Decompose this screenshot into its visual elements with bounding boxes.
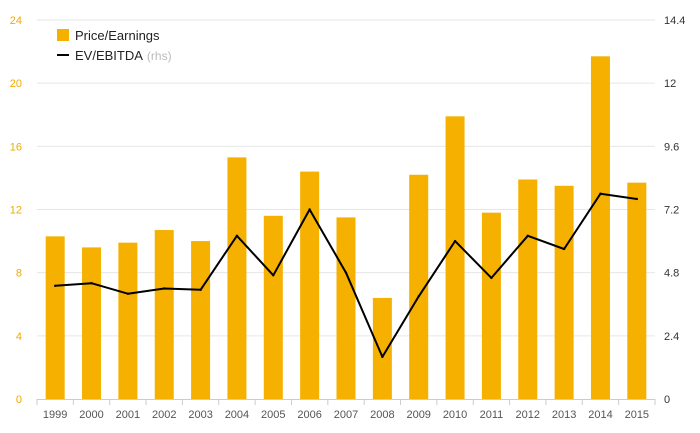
ev-ebitda-point-2001 [126,292,130,295]
ev-ebitda-point-2008 [381,355,384,359]
ev-ebitda-point-2005 [272,274,275,277]
bar-pe-2004 [227,157,247,399]
ev-ebitda-point-2011 [490,276,493,280]
x-tick-label: 2000 [79,409,103,421]
legend-swatch-bar [57,29,69,41]
ev-ebitda-point-2004 [235,234,239,238]
x-tick-label: 2012 [516,409,540,421]
bar-pe-2001 [118,242,138,399]
bar-pe-2003 [191,241,211,399]
bar-pe-2010 [445,116,465,400]
ev-ebitda-point-2012 [526,234,529,238]
ev-ebitda-point-2010 [453,239,457,243]
ev-ebitda-point-2007 [344,271,348,274]
legend-label-line-text: EV/EBITDA [75,48,143,63]
right-y-axis: 0 2.4 4.8 7.2 9.6 12 14.4 [664,15,685,406]
left-tick-label: 12 [10,205,22,217]
right-tick-label: 4.8 [664,268,679,280]
right-tick-label: 0 [664,394,670,406]
right-tick-label: 12 [664,78,676,90]
bar-pe-1999 [45,236,65,399]
right-tick-label: 9.6 [664,141,679,153]
x-tick-label: 2014 [588,409,612,421]
bar-pe-2000 [82,247,102,399]
ev-ebitda-point-2006 [308,208,311,211]
bar-pe-2011 [481,212,501,399]
ev-ebitda-point-2015 [635,197,639,201]
bar-pe-2006 [300,171,320,399]
bar-pe-2009 [409,174,429,399]
x-tick-label: 2015 [625,409,649,421]
ev-ebitda-point-2003 [199,288,202,291]
left-tick-label: 24 [10,15,22,27]
x-tick-label: 2002 [152,409,176,421]
x-axis: 1999 2000 2001 2002 2003 2004 2005 2006 2007 2008… [36,399,656,421]
bar-pe-2015 [627,182,647,399]
ev-ebitda-point-2002 [163,287,166,290]
legend-label-line: EV/EBITDA (rhs) [75,48,172,63]
left-tick-label: 8 [16,268,22,280]
left-tick-label: 20 [10,78,22,90]
x-tick-label: 2005 [261,409,285,421]
pe-bars [45,56,647,400]
x-tick-label: 2004 [225,409,249,421]
bar-pe-2014 [590,56,610,400]
ev-ebitda-point-1999 [53,284,57,288]
bar-pe-2012 [518,179,538,399]
left-tick-label: 4 [16,331,22,343]
left-y-axis: 0 4 8 12 16 20 24 [10,15,22,406]
bar-pe-2013 [554,185,574,399]
bar-pe-2007 [336,217,356,399]
right-tick-label: 2.4 [664,331,679,343]
bar-pe-2002 [154,230,174,399]
x-tick-label: 2008 [370,409,394,421]
ev-ebitda-point-2013 [562,247,566,251]
x-tick-label: 2003 [188,409,212,421]
x-tick-label: 2011 [480,409,504,421]
right-tick-label: 14.4 [664,15,685,27]
legend-label-line-suffix: (rhs) [147,49,172,63]
gridlines [37,19,655,337]
ev-ebitda-line-series [53,192,639,359]
legend-label-bar: Price/Earnings [75,28,160,43]
x-tick-label: 2009 [406,409,430,421]
x-tick-label: 2001 [116,409,140,421]
left-tick-label: 16 [10,141,22,153]
ev-ebitda-point-2014 [599,192,602,195]
ev-ebitda-point-2000 [90,281,93,285]
ev-ebitda-point-2009 [417,295,420,298]
bar-pe-2008 [372,297,392,399]
x-tick-label: 2007 [334,409,358,421]
x-tick-label: 2006 [297,409,321,421]
left-tick-label: 0 [16,394,22,406]
bar-pe-2005 [263,215,283,399]
right-tick-label: 7.2 [664,205,679,217]
x-tick-label: 2010 [443,409,467,421]
legend: Price/Earnings EV/EBITDA (rhs) [57,28,172,63]
x-tick-label: 2013 [552,409,576,421]
x-tick-label: 1999 [43,409,67,421]
